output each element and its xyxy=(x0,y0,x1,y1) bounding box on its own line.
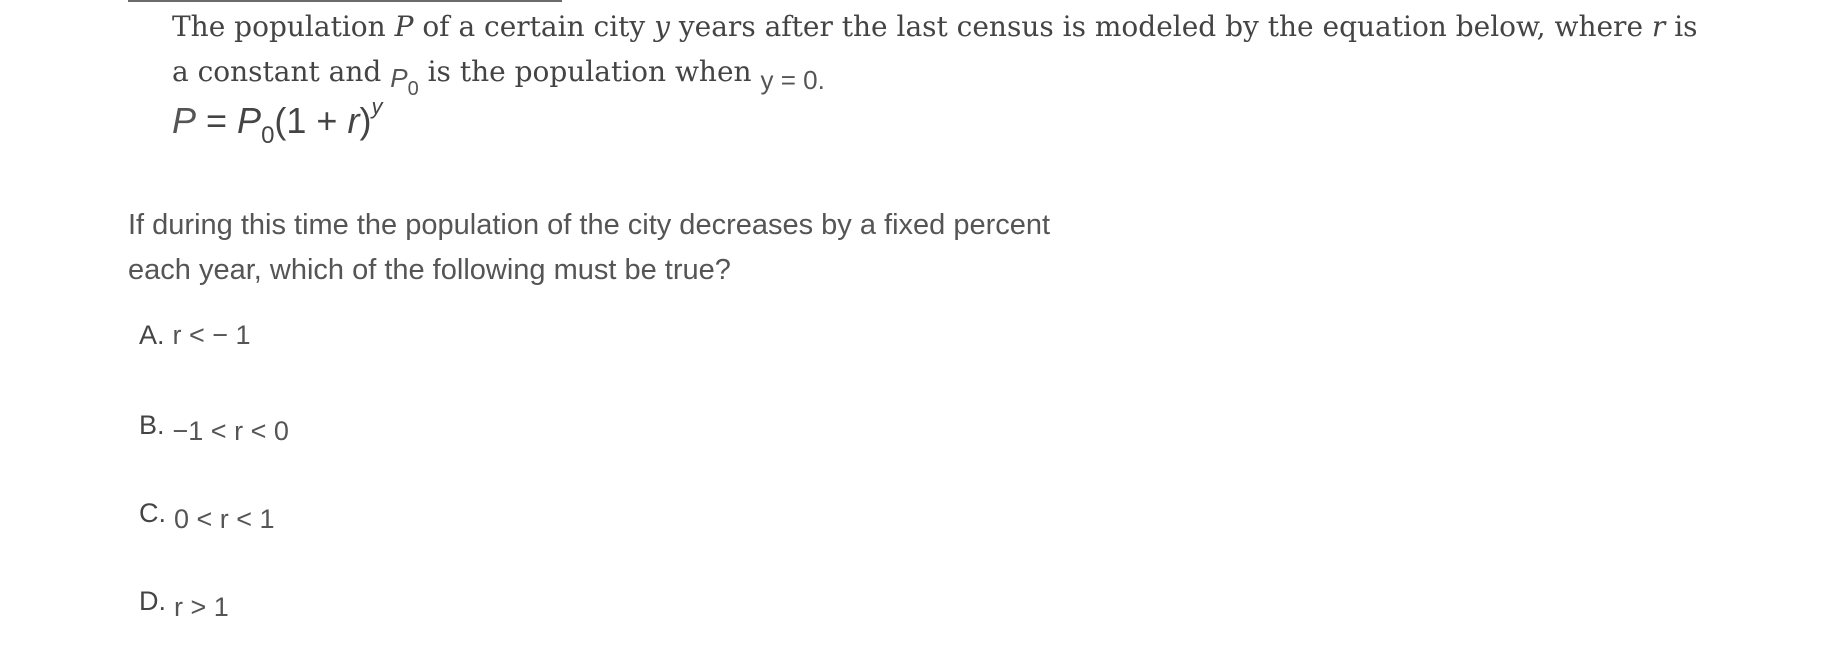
equation-close-paren: ) xyxy=(359,100,372,141)
choice-expression: r < − 1 xyxy=(172,319,251,350)
choice-d[interactable]: D. r > 1 xyxy=(139,576,229,626)
equation-r: r xyxy=(347,100,360,141)
p-zero-symbol: P0 xyxy=(390,63,418,100)
question-line-2: each year, which of the following must b… xyxy=(128,254,731,286)
passage-text: a constant and xyxy=(172,55,391,88)
passage-text: The population xyxy=(172,10,395,43)
problem-passage: The population P of a certain city y yea… xyxy=(172,4,1822,100)
choice-a[interactable]: A. r < − 1 xyxy=(139,310,251,360)
passage-text: of a certain city xyxy=(413,10,655,43)
choice-letter: B. xyxy=(139,409,165,440)
equation-lhs: P xyxy=(172,100,197,141)
choice-b[interactable]: B. −1 < r < 0 xyxy=(139,400,289,450)
top-divider xyxy=(128,0,562,2)
y-equals-zero: y = 0. xyxy=(760,65,824,95)
question-text: If during this time the population of th… xyxy=(128,203,1228,293)
variable-r: r xyxy=(1651,10,1666,43)
passage-text: years after the last census is modeled b… xyxy=(669,10,1652,43)
population-equation: P = P0(1 + r)y xyxy=(172,94,382,149)
period: . xyxy=(817,65,825,95)
choice-letter: C. xyxy=(139,497,166,528)
equals-sign: = xyxy=(196,100,238,141)
choice-letter: A. xyxy=(139,319,165,350)
p-zero-subscript: 0 xyxy=(407,78,419,100)
variable-p: P xyxy=(394,10,414,43)
equation-p-base: P xyxy=(237,100,262,141)
equation-p-subscript: 0 xyxy=(261,122,275,149)
choice-expression: −1 < r < 0 xyxy=(172,415,289,446)
equation-exponent: y xyxy=(371,94,383,119)
passage-text: is the population when xyxy=(418,55,761,88)
passage-line-2: a constant and P0 is the population when… xyxy=(172,49,1822,100)
choice-letter: D. xyxy=(139,585,166,616)
variable-y: y xyxy=(654,10,670,43)
choice-expression: r > 1 xyxy=(174,591,229,622)
passage-text: is xyxy=(1665,10,1698,43)
passage-line-1: The population P of a certain city y yea… xyxy=(172,4,1822,49)
p-zero-base: P xyxy=(390,63,408,93)
question-line-1: If during this time the population of th… xyxy=(128,209,1051,241)
condition-text: y = 0 xyxy=(760,65,818,95)
choice-expression: 0 < r < 1 xyxy=(174,503,275,534)
choice-c[interactable]: C. 0 < r < 1 xyxy=(139,488,275,538)
equation-factor: (1 + xyxy=(274,100,348,141)
